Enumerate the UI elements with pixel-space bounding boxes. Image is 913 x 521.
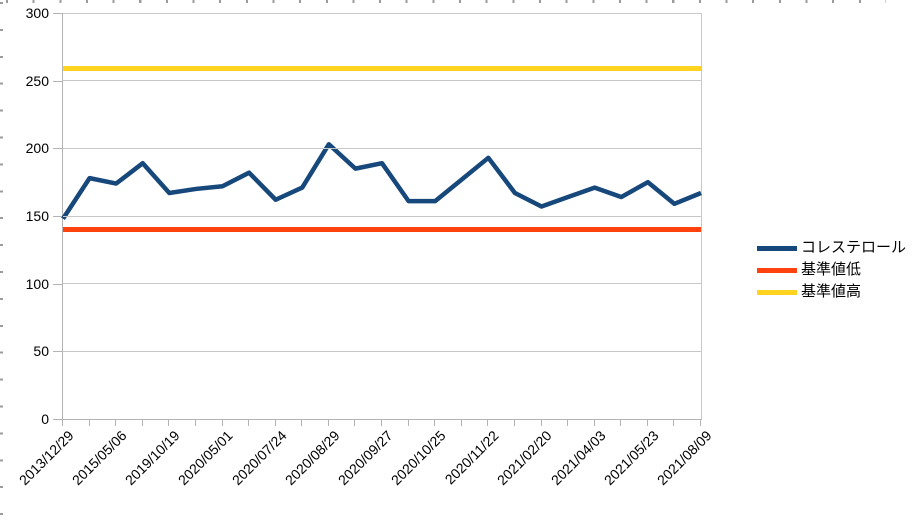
x-axis-tick-label: 2021/04/03 — [547, 427, 609, 489]
x-axis-tick — [381, 420, 382, 426]
plot-area — [61, 12, 702, 420]
x-axis-tick-label: 2020/09/27 — [334, 427, 396, 489]
x-axis-tick — [141, 420, 143, 426]
x-axis-tick — [646, 420, 648, 426]
y-axis-tick-label: 0 — [41, 411, 49, 427]
x-axis-tick — [513, 420, 515, 426]
x-axis-tick — [168, 420, 170, 426]
x-axis-tick-label: 2020/11/22 — [441, 427, 502, 488]
y-axis-tick — [53, 351, 62, 353]
legend-swatch-reference-low — [757, 267, 797, 273]
y-axis-tick — [53, 80, 62, 82]
x-axis-tick — [62, 420, 63, 426]
legend: コレステロール 基準値低 基準値高 — [757, 237, 906, 303]
series-lines — [61, 65, 702, 233]
legend-swatch-reference-high — [757, 289, 797, 295]
y-gridline — [63, 215, 701, 217]
y-gridline — [63, 350, 701, 352]
x-axis-tick — [248, 420, 250, 426]
x-axis-tick-label: 2020/05/01 — [175, 427, 237, 489]
y-axis-tick-label: 300 — [25, 5, 49, 21]
x-axis-tick — [460, 420, 462, 426]
x-axis-tick — [115, 420, 117, 426]
legend-item-reference-high: 基準値高 — [757, 281, 906, 303]
x-axis-tick-label: 2020/08/29 — [281, 427, 343, 489]
y-gridline — [63, 80, 701, 82]
legend-swatch-cholesterol — [757, 245, 797, 251]
x-axis-tick — [567, 420, 569, 426]
legend-label-cholesterol: コレステロール — [801, 239, 907, 256]
x-axis-tick — [407, 420, 409, 426]
x-axis-tick — [274, 420, 276, 426]
legend-item-cholesterol: コレステロール — [757, 237, 906, 259]
y-axis-tick-label: 250 — [25, 72, 49, 89]
x-axis-tick — [301, 420, 303, 426]
x-axis-tick-label: 2015/05/06 — [68, 427, 130, 489]
x-axis-tick — [221, 420, 223, 426]
x-axis-tick-label: 2021/02/20 — [494, 427, 556, 489]
x-axis-tick — [327, 420, 329, 426]
x-axis-tick-label: 2021/08/09 — [653, 427, 715, 489]
x-axis-tick — [487, 420, 489, 426]
legend-label-reference-low: 基準値低 — [801, 261, 862, 278]
x-axis-tick-label: 2020/07/24 — [228, 427, 290, 489]
x-axis-tick — [194, 420, 196, 426]
y-gridline — [63, 147, 701, 149]
x-axis-tick — [540, 420, 542, 426]
y-axis-tick-label: 200 — [25, 140, 49, 157]
x-axis-tick-label: 2020/10/25 — [387, 427, 449, 489]
x-axis-tick — [434, 420, 436, 426]
x-axis-tick — [88, 420, 90, 426]
y-axis-tick-label: 50 — [33, 343, 49, 360]
y-axis-tick-label: 100 — [25, 275, 49, 292]
y-gridline — [63, 283, 701, 285]
y-axis-tick — [53, 148, 62, 150]
y-axis-tick-label: 150 — [25, 208, 49, 224]
y-axis-tick — [53, 419, 62, 420]
x-axis-tick-label: 2021/05/23 — [600, 427, 662, 489]
y-axis-tick — [53, 13, 62, 14]
x-axis-tick — [700, 420, 701, 426]
x-axis-tick — [354, 420, 356, 426]
x-axis-tick — [620, 420, 622, 426]
legend-item-reference-low: 基準値低 — [757, 259, 906, 281]
x-axis-tick — [593, 420, 595, 426]
y-axis-tick — [53, 283, 62, 285]
y-axis-tick — [53, 216, 62, 217]
canvas-edge-marks-top — [6, 0, 886, 3]
data-series-line — [61, 142, 702, 220]
x-axis-tick — [673, 420, 675, 426]
x-axis-tick-label: 2019/10/19 — [122, 427, 183, 489]
x-axis-tick-label: 2013/12/29 — [15, 427, 77, 489]
y-gridline — [63, 12, 701, 14]
legend-label-reference-high: 基準値高 — [801, 283, 862, 300]
canvas-edge-marks-left — [0, 2, 3, 518]
